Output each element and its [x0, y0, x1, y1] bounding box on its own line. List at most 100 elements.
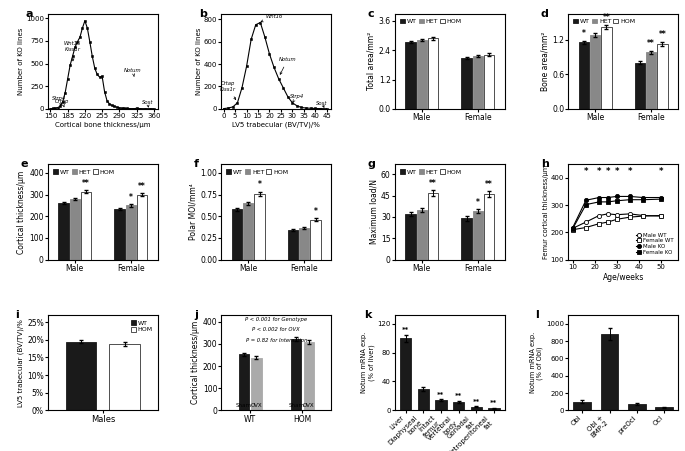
Bar — [416, 210, 427, 260]
Text: **: ** — [82, 179, 90, 188]
Bar — [110, 344, 140, 410]
Text: e: e — [21, 160, 28, 170]
Male WT — [625, 211, 634, 216]
Female WT — [656, 213, 664, 218]
Text: **: ** — [485, 180, 493, 189]
Male KO — [612, 194, 621, 199]
Bar — [310, 220, 321, 260]
Text: **: ** — [658, 31, 667, 40]
Bar — [114, 209, 125, 260]
Legend: WT, HET, HOM: WT, HET, HOM — [571, 17, 637, 26]
Text: f: f — [194, 160, 199, 170]
Text: *: * — [582, 29, 586, 38]
Bar — [484, 55, 494, 109]
Bar — [418, 389, 429, 410]
Text: P < 0.001 for Genotype: P < 0.001 for Genotype — [245, 317, 308, 322]
Legend: WT, HOM: WT, HOM — [129, 318, 155, 334]
Female WT — [639, 213, 647, 219]
Text: *: * — [314, 207, 317, 216]
Text: Sost: Sost — [316, 101, 327, 107]
Male KO — [625, 194, 634, 199]
Text: **: ** — [455, 393, 462, 399]
Legend: WT, HET, HOM: WT, HET, HOM — [398, 167, 464, 177]
Bar — [601, 334, 619, 410]
Text: Crtap
Kiss1r: Crtap Kiss1r — [221, 81, 236, 100]
Bar — [251, 358, 262, 410]
Text: *: * — [584, 167, 588, 176]
Bar — [303, 342, 314, 410]
Text: **: ** — [437, 392, 445, 398]
Bar — [658, 44, 668, 109]
Legend: WT, HET, HOM: WT, HET, HOM — [225, 167, 290, 177]
Bar — [428, 38, 438, 109]
Male WT — [595, 213, 603, 218]
Line: Female WT: Female WT — [571, 213, 662, 232]
Text: OVX: OVX — [251, 403, 262, 408]
Text: P < 0.002 for OVX: P < 0.002 for OVX — [253, 327, 300, 332]
Bar — [601, 27, 612, 109]
Text: *: * — [627, 167, 632, 176]
Bar — [70, 199, 80, 260]
X-axis label: Cortical bone thickness/μm: Cortical bone thickness/μm — [55, 122, 151, 128]
Legend: WT, HET, HOM: WT, HET, HOM — [51, 167, 117, 177]
Text: i: i — [15, 310, 18, 320]
Bar — [484, 194, 494, 260]
Text: a: a — [26, 9, 34, 19]
Bar — [462, 58, 472, 109]
Female KO — [603, 199, 612, 205]
Bar — [81, 192, 91, 260]
Text: *: * — [614, 167, 619, 176]
Bar — [254, 194, 264, 260]
Text: *: * — [606, 167, 610, 176]
Y-axis label: Cortical thickness/μm: Cortical thickness/μm — [191, 321, 200, 405]
Bar — [628, 404, 646, 410]
Female KO — [582, 202, 590, 207]
Text: Strp4: Strp4 — [290, 94, 304, 102]
Text: P = 0.82 for Interaction: P = 0.82 for Interaction — [245, 338, 307, 343]
Bar — [232, 209, 242, 260]
Male KO — [639, 195, 647, 200]
Male WT — [612, 212, 621, 217]
Text: *: * — [597, 167, 601, 176]
Female WT — [603, 219, 612, 225]
Text: Wnt16: Wnt16 — [261, 14, 283, 22]
Female WT — [595, 221, 603, 226]
Female KO — [625, 197, 634, 202]
Bar — [243, 203, 253, 260]
Text: g: g — [367, 160, 375, 170]
Y-axis label: Femur cortical thickness/μm: Femur cortical thickness/μm — [543, 165, 549, 259]
Bar — [473, 55, 483, 109]
Bar — [416, 40, 427, 109]
Female KO — [612, 198, 621, 203]
Female WT — [569, 227, 577, 232]
Text: *: * — [129, 193, 133, 202]
Bar — [288, 230, 298, 260]
Bar — [579, 42, 589, 109]
Male KO — [656, 195, 664, 200]
Bar — [238, 354, 249, 410]
Y-axis label: Total area/mm²: Total area/mm² — [367, 32, 376, 90]
Bar — [435, 400, 447, 410]
Y-axis label: Bone area/mm²: Bone area/mm² — [540, 32, 549, 91]
Female WT — [582, 225, 590, 230]
Text: *: * — [476, 198, 480, 207]
Bar — [573, 402, 591, 410]
Bar — [590, 35, 600, 109]
Bar — [291, 339, 301, 410]
Text: **: ** — [603, 13, 610, 22]
Bar — [488, 408, 499, 410]
Line: Male KO: Male KO — [571, 194, 662, 230]
Legend: WT, HET, HOM: WT, HET, HOM — [398, 17, 464, 26]
Bar — [406, 214, 416, 260]
Line: Female KO: Female KO — [571, 197, 662, 230]
Female KO — [569, 226, 577, 231]
Male WT — [582, 219, 590, 225]
Female KO — [639, 197, 647, 202]
Male KO — [569, 225, 577, 230]
Text: Notum: Notum — [124, 69, 142, 76]
Female WT — [625, 214, 634, 220]
Line: Male WT: Male WT — [571, 212, 662, 230]
Y-axis label: Notum mRNA exp.
(% of Obl): Notum mRNA exp. (% of Obl) — [530, 332, 543, 393]
Legend: Male WT, Female WT, Male KO, Female KO: Male WT, Female WT, Male KO, Female KO — [634, 231, 675, 257]
Y-axis label: LV5 trabecular (BV/TV)/%: LV5 trabecular (BV/TV)/% — [18, 319, 24, 407]
